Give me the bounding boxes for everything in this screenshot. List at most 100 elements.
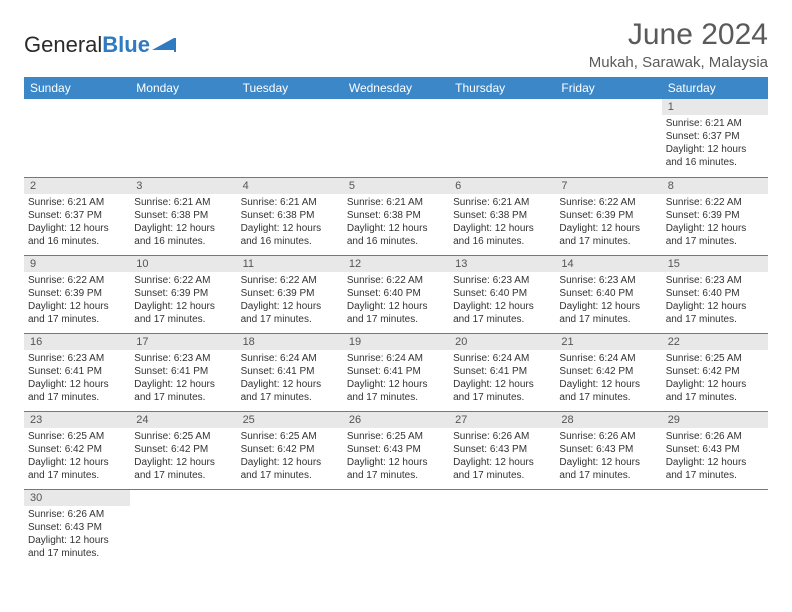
calendar-body: 1Sunrise: 6:21 AMSunset: 6:37 PMDaylight… xyxy=(24,99,768,567)
calendar-table: SundayMondayTuesdayWednesdayThursdayFrid… xyxy=(24,77,768,567)
calendar-cell: 29Sunrise: 6:26 AMSunset: 6:43 PMDayligh… xyxy=(662,411,768,489)
day-info: Sunrise: 6:24 AMSunset: 6:42 PMDaylight:… xyxy=(555,350,661,408)
calendar-cell: 18Sunrise: 6:24 AMSunset: 6:41 PMDayligh… xyxy=(237,333,343,411)
day-info: Sunrise: 6:21 AMSunset: 6:38 PMDaylight:… xyxy=(343,194,449,252)
day-info: Sunrise: 6:22 AMSunset: 6:39 PMDaylight:… xyxy=(24,272,130,330)
calendar-week: 9Sunrise: 6:22 AMSunset: 6:39 PMDaylight… xyxy=(24,255,768,333)
day-info: Sunrise: 6:24 AMSunset: 6:41 PMDaylight:… xyxy=(449,350,555,408)
day-info: Sunrise: 6:22 AMSunset: 6:40 PMDaylight:… xyxy=(343,272,449,330)
calendar-cell xyxy=(237,99,343,177)
calendar-week: 23 Sunrise: 6:25 AMSunset: 6:42 PMDayligh… xyxy=(24,411,768,489)
calendar-cell: 26Sunrise: 6:25 AMSunset: 6:43 PMDayligh… xyxy=(343,411,449,489)
calendar-cell: 9Sunrise: 6:22 AMSunset: 6:39 PMDaylight… xyxy=(24,255,130,333)
calendar-cell xyxy=(130,489,236,567)
weekday-header: Tuesday xyxy=(237,77,343,99)
day-info: Sunrise: 6:21 AMSunset: 6:37 PMDaylight:… xyxy=(24,194,130,252)
calendar-cell xyxy=(662,489,768,567)
day-info: Sunrise: 6:23 AMSunset: 6:40 PMDaylight:… xyxy=(555,272,661,330)
day-info: Sunrise: 6:21 AMSunset: 6:38 PMDaylight:… xyxy=(449,194,555,252)
logo-part1: General xyxy=(24,32,102,58)
day-number: 13 xyxy=(449,256,555,272)
day-number: 10 xyxy=(130,256,236,272)
day-info: Sunrise: 6:23 AMSunset: 6:40 PMDaylight:… xyxy=(449,272,555,330)
calendar-cell xyxy=(555,489,661,567)
day-number: 21 xyxy=(555,334,661,350)
calendar-cell: 11Sunrise: 6:22 AMSunset: 6:39 PMDayligh… xyxy=(237,255,343,333)
calendar-cell xyxy=(449,99,555,177)
weekday-header-row: SundayMondayTuesdayWednesdayThursdayFrid… xyxy=(24,77,768,99)
calendar-cell xyxy=(555,99,661,177)
calendar-cell xyxy=(237,489,343,567)
day-number: 22 xyxy=(662,334,768,350)
calendar-cell: 15Sunrise: 6:23 AMSunset: 6:40 PMDayligh… xyxy=(662,255,768,333)
day-number: 15 xyxy=(662,256,768,272)
day-number: 17 xyxy=(130,334,236,350)
calendar-cell: 14Sunrise: 6:23 AMSunset: 6:40 PMDayligh… xyxy=(555,255,661,333)
calendar-cell: 3Sunrise: 6:21 AMSunset: 6:38 PMDaylight… xyxy=(130,177,236,255)
weekday-header: Saturday xyxy=(662,77,768,99)
calendar-week: 30Sunrise: 6:26 AMSunset: 6:43 PMDayligh… xyxy=(24,489,768,567)
day-number: 24 xyxy=(130,412,236,428)
weekday-header: Wednesday xyxy=(343,77,449,99)
day-info: Sunrise: 6:22 AMSunset: 6:39 PMDaylight:… xyxy=(237,272,343,330)
location-subtitle: Mukah, Sarawak, Malaysia xyxy=(589,54,768,71)
weekday-header: Monday xyxy=(130,77,236,99)
day-number: 7 xyxy=(555,178,661,194)
logo-part2: Blue xyxy=(102,32,150,58)
calendar-cell: 7Sunrise: 6:22 AMSunset: 6:39 PMDaylight… xyxy=(555,177,661,255)
day-number: 4 xyxy=(237,178,343,194)
day-info: Sunrise: 6:21 AMSunset: 6:38 PMDaylight:… xyxy=(237,194,343,252)
page-header: GeneralBlue June 2024 Mukah, Sarawak, Ma… xyxy=(24,18,768,71)
page-title: June 2024 xyxy=(589,18,768,52)
day-number: 1 xyxy=(662,99,768,115)
calendar-cell xyxy=(343,99,449,177)
calendar-cell xyxy=(130,99,236,177)
day-number: 23 xyxy=(24,412,130,428)
day-number: 18 xyxy=(237,334,343,350)
calendar-cell: 4Sunrise: 6:21 AMSunset: 6:38 PMDaylight… xyxy=(237,177,343,255)
day-number: 6 xyxy=(449,178,555,194)
day-info: Sunrise: 6:26 AMSunset: 6:43 PMDaylight:… xyxy=(24,506,130,564)
day-number: 3 xyxy=(130,178,236,194)
day-number: 25 xyxy=(237,412,343,428)
calendar-cell: 30Sunrise: 6:26 AMSunset: 6:43 PMDayligh… xyxy=(24,489,130,567)
weekday-header: Sunday xyxy=(24,77,130,99)
calendar-week: 16Sunrise: 6:23 AMSunset: 6:41 PMDayligh… xyxy=(24,333,768,411)
day-number: 8 xyxy=(662,178,768,194)
day-number: 26 xyxy=(343,412,449,428)
day-info: Sunrise: 6:26 AMSunset: 6:43 PMDaylight:… xyxy=(555,428,661,486)
calendar-cell: 16Sunrise: 6:23 AMSunset: 6:41 PMDayligh… xyxy=(24,333,130,411)
day-number: 27 xyxy=(449,412,555,428)
day-info: Sunrise: 6:23 AMSunset: 6:40 PMDaylight:… xyxy=(662,272,768,330)
calendar-cell: 8Sunrise: 6:22 AMSunset: 6:39 PMDaylight… xyxy=(662,177,768,255)
calendar-week: 2Sunrise: 6:21 AMSunset: 6:37 PMDaylight… xyxy=(24,177,768,255)
calendar-cell: 10Sunrise: 6:22 AMSunset: 6:39 PMDayligh… xyxy=(130,255,236,333)
day-info: Sunrise: 6:25 AMSunset: 6:43 PMDaylight:… xyxy=(343,428,449,486)
calendar-cell: 22Sunrise: 6:25 AMSunset: 6:42 PMDayligh… xyxy=(662,333,768,411)
calendar-cell: 21Sunrise: 6:24 AMSunset: 6:42 PMDayligh… xyxy=(555,333,661,411)
calendar-cell xyxy=(449,489,555,567)
day-info: Sunrise: 6:21 AMSunset: 6:38 PMDaylight:… xyxy=(130,194,236,252)
day-info: Sunrise: 6:25 AMSunset: 6:42 PMDaylight:… xyxy=(237,428,343,486)
day-number: 28 xyxy=(555,412,661,428)
flag-icon xyxy=(152,36,180,54)
day-number: 9 xyxy=(24,256,130,272)
weekday-header: Thursday xyxy=(449,77,555,99)
day-number: 20 xyxy=(449,334,555,350)
calendar-cell: 6Sunrise: 6:21 AMSunset: 6:38 PMDaylight… xyxy=(449,177,555,255)
day-number: 29 xyxy=(662,412,768,428)
calendar-cell: 25Sunrise: 6:25 AMSunset: 6:42 PMDayligh… xyxy=(237,411,343,489)
calendar-cell: 12Sunrise: 6:22 AMSunset: 6:40 PMDayligh… xyxy=(343,255,449,333)
calendar-cell: 2Sunrise: 6:21 AMSunset: 6:37 PMDaylight… xyxy=(24,177,130,255)
day-info: Sunrise: 6:24 AMSunset: 6:41 PMDaylight:… xyxy=(343,350,449,408)
calendar-week: 1Sunrise: 6:21 AMSunset: 6:37 PMDaylight… xyxy=(24,99,768,177)
day-number: 30 xyxy=(24,490,130,506)
calendar-cell: 1Sunrise: 6:21 AMSunset: 6:37 PMDaylight… xyxy=(662,99,768,177)
day-info: Sunrise: 6:21 AMSunset: 6:37 PMDaylight:… xyxy=(662,115,768,173)
day-info: Sunrise: 6:23 AMSunset: 6:41 PMDaylight:… xyxy=(130,350,236,408)
day-number: 11 xyxy=(237,256,343,272)
day-info: Sunrise: 6:23 AMSunset: 6:41 PMDaylight:… xyxy=(24,350,130,408)
calendar-cell: 19Sunrise: 6:24 AMSunset: 6:41 PMDayligh… xyxy=(343,333,449,411)
calendar-cell: 27Sunrise: 6:26 AMSunset: 6:43 PMDayligh… xyxy=(449,411,555,489)
day-info: Sunrise: 6:22 AMSunset: 6:39 PMDaylight:… xyxy=(555,194,661,252)
